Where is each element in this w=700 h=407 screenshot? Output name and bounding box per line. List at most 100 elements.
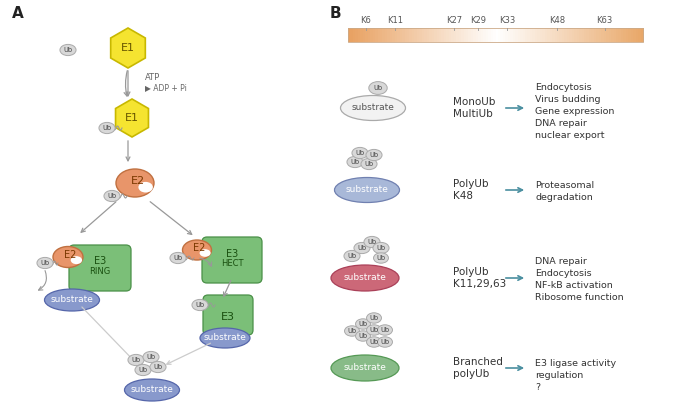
- Text: Ub: Ub: [174, 255, 183, 261]
- Bar: [631, 28, 634, 42]
- Ellipse shape: [199, 249, 211, 257]
- Bar: [434, 28, 437, 42]
- Text: nuclear export: nuclear export: [535, 131, 605, 140]
- Ellipse shape: [374, 253, 388, 263]
- Text: substrate: substrate: [131, 385, 174, 394]
- Ellipse shape: [335, 177, 400, 203]
- Bar: [557, 28, 560, 42]
- Text: B: B: [330, 6, 342, 20]
- Text: Ub: Ub: [107, 193, 117, 199]
- Text: Ub: Ub: [102, 125, 111, 131]
- Bar: [598, 28, 602, 42]
- Bar: [530, 28, 533, 42]
- FancyArrowPatch shape: [38, 271, 46, 290]
- Bar: [608, 28, 612, 42]
- Ellipse shape: [340, 96, 405, 120]
- Text: degradation: degradation: [535, 193, 593, 201]
- Bar: [468, 28, 471, 42]
- Text: Ub: Ub: [358, 245, 367, 251]
- Text: K11: K11: [387, 16, 403, 25]
- Bar: [616, 28, 619, 42]
- Text: Ub: Ub: [139, 367, 148, 373]
- Bar: [410, 28, 412, 42]
- Text: K27: K27: [446, 16, 462, 25]
- Bar: [466, 28, 469, 42]
- Bar: [493, 28, 496, 42]
- Bar: [640, 28, 643, 42]
- Bar: [486, 28, 489, 42]
- Text: regulation: regulation: [535, 370, 583, 379]
- Bar: [503, 28, 506, 42]
- Bar: [629, 28, 631, 42]
- Bar: [481, 28, 484, 42]
- Ellipse shape: [356, 319, 370, 329]
- Text: Ub: Ub: [380, 327, 390, 333]
- Bar: [444, 28, 447, 42]
- Bar: [594, 28, 597, 42]
- Bar: [569, 28, 572, 42]
- FancyBboxPatch shape: [202, 237, 262, 283]
- Ellipse shape: [356, 331, 370, 341]
- Bar: [545, 28, 547, 42]
- Text: E3 ligase activity: E3 ligase activity: [535, 359, 616, 368]
- Text: substrate: substrate: [351, 103, 394, 112]
- Bar: [421, 28, 425, 42]
- Bar: [358, 28, 360, 42]
- Bar: [390, 28, 393, 42]
- Text: Ub: Ub: [356, 150, 365, 156]
- Text: Endocytosis: Endocytosis: [535, 269, 591, 278]
- Bar: [407, 28, 410, 42]
- Bar: [382, 28, 386, 42]
- Text: Ub: Ub: [370, 327, 379, 333]
- Text: ?: ?: [535, 383, 540, 392]
- Text: E3: E3: [226, 249, 238, 259]
- Ellipse shape: [200, 328, 250, 348]
- Ellipse shape: [170, 252, 186, 264]
- Ellipse shape: [377, 337, 393, 347]
- Text: Ub: Ub: [380, 339, 390, 345]
- Bar: [508, 28, 511, 42]
- Ellipse shape: [347, 156, 363, 168]
- Bar: [552, 28, 555, 42]
- Bar: [397, 28, 400, 42]
- Text: K6: K6: [360, 16, 371, 25]
- Text: Ub: Ub: [370, 315, 379, 321]
- Ellipse shape: [367, 325, 382, 335]
- Ellipse shape: [104, 190, 120, 201]
- Text: PolyUb: PolyUb: [453, 179, 489, 189]
- Text: E3: E3: [94, 256, 106, 266]
- Text: K63: K63: [596, 16, 612, 25]
- FancyBboxPatch shape: [203, 295, 253, 335]
- Bar: [405, 28, 407, 42]
- Text: Ub: Ub: [153, 364, 162, 370]
- Bar: [596, 28, 599, 42]
- Text: substrate: substrate: [344, 274, 386, 282]
- Bar: [603, 28, 607, 42]
- Ellipse shape: [60, 44, 76, 56]
- Bar: [385, 28, 388, 42]
- Text: K48: K48: [453, 191, 473, 201]
- Ellipse shape: [367, 313, 382, 323]
- Bar: [370, 28, 373, 42]
- FancyBboxPatch shape: [69, 245, 131, 291]
- Polygon shape: [116, 99, 148, 137]
- Bar: [587, 28, 589, 42]
- Bar: [429, 28, 432, 42]
- Ellipse shape: [53, 247, 83, 267]
- Bar: [478, 28, 481, 42]
- Bar: [592, 28, 594, 42]
- Bar: [498, 28, 501, 42]
- Bar: [380, 28, 383, 42]
- Text: Ub: Ub: [41, 260, 50, 266]
- Text: ATP: ATP: [145, 74, 160, 83]
- Ellipse shape: [135, 364, 151, 376]
- Bar: [611, 28, 614, 42]
- Bar: [525, 28, 528, 42]
- Bar: [579, 28, 582, 42]
- Text: Ub: Ub: [358, 333, 368, 339]
- Ellipse shape: [183, 240, 211, 260]
- Bar: [483, 28, 486, 42]
- Bar: [395, 28, 398, 42]
- Bar: [613, 28, 617, 42]
- Bar: [365, 28, 368, 42]
